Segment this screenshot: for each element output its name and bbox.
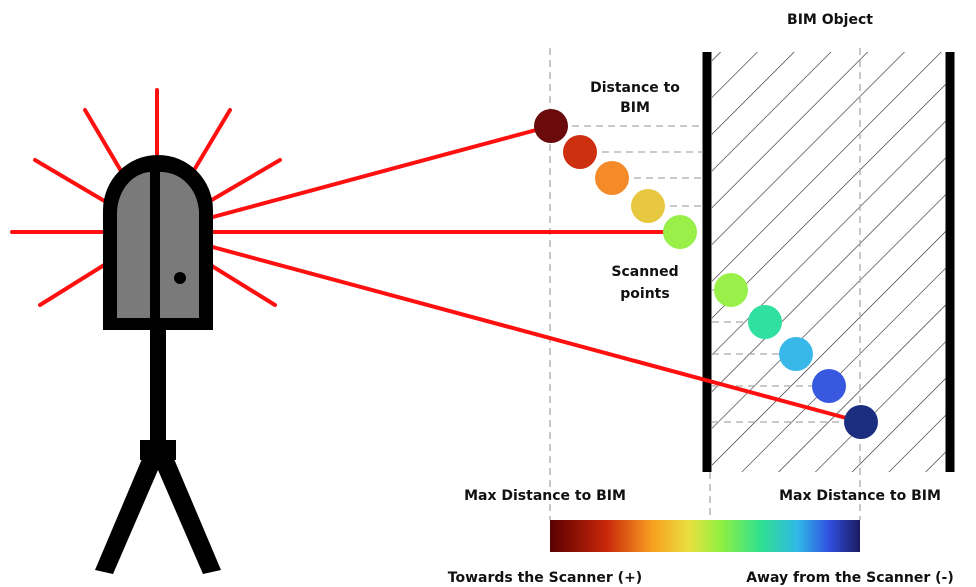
point: [631, 189, 665, 223]
point: [563, 135, 597, 169]
point: [534, 109, 568, 143]
point: [779, 337, 813, 371]
distance-label: Distance to: [590, 80, 680, 96]
away-label: Away from the Scanner (-): [746, 570, 954, 586]
towards-label: Towards the Scanner (+): [448, 570, 642, 586]
bim-object: [712, 52, 948, 472]
diagram: BIM Object Distance to BIM Scanned point…: [0, 0, 976, 587]
distance-label: BIM: [620, 100, 650, 116]
scanned-label: points: [620, 286, 669, 302]
scanner: [95, 155, 221, 574]
point: [812, 369, 846, 403]
scanned-label: Scanned: [611, 264, 678, 280]
point: [663, 215, 697, 249]
max-right-label: Max Distance to BIM: [779, 488, 941, 504]
point: [595, 161, 629, 195]
point: [844, 405, 878, 439]
max-left-label: Max Distance to BIM: [464, 488, 626, 504]
bim-object-label: BIM Object: [787, 12, 873, 28]
point: [714, 273, 748, 307]
point: [748, 305, 782, 339]
color-scale: [550, 520, 860, 552]
